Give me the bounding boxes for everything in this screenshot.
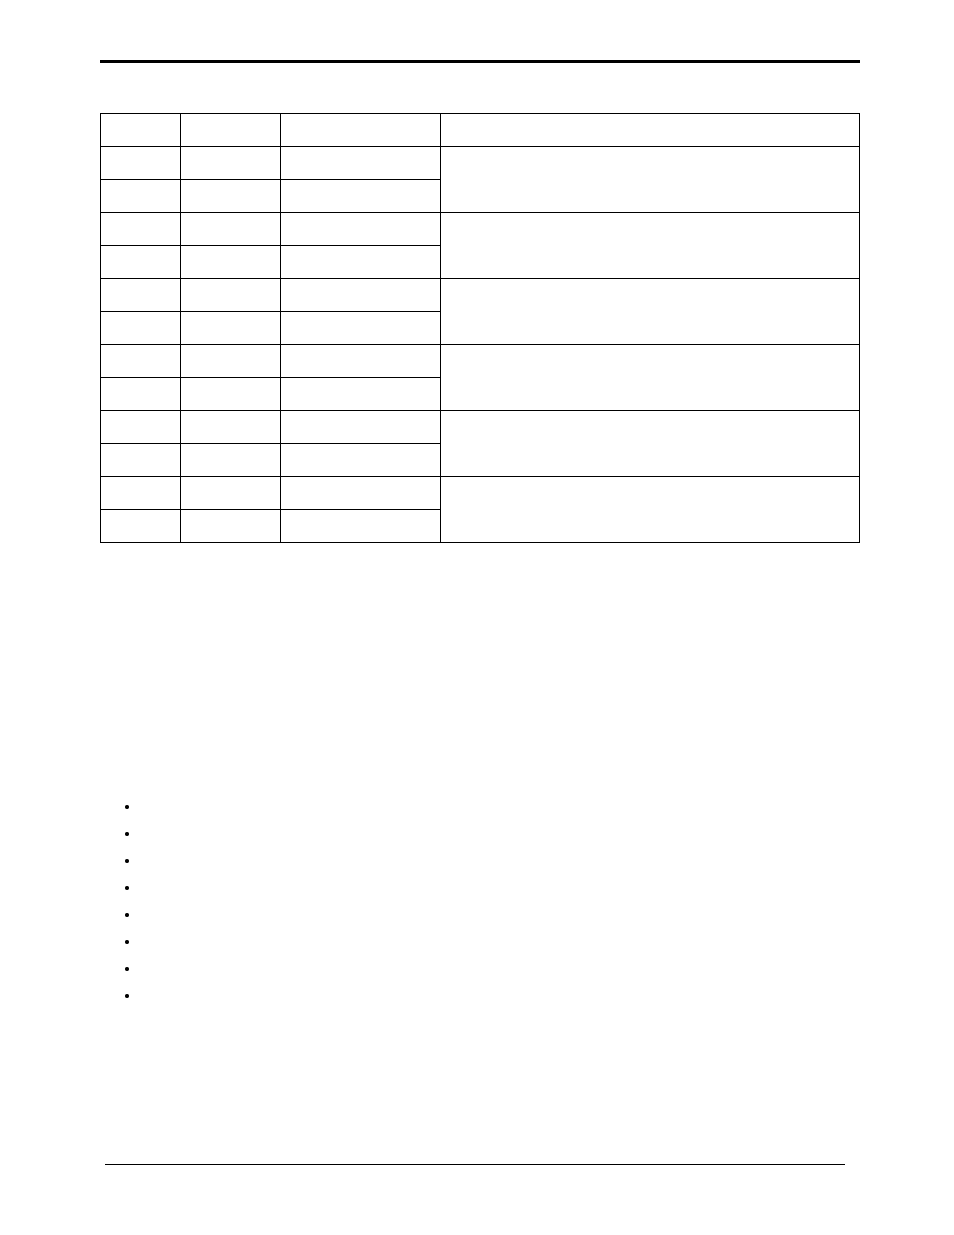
table-cell: [101, 444, 181, 477]
table-cell: [101, 411, 181, 444]
table-cell: [280, 510, 440, 543]
table-cell: [101, 147, 181, 180]
list-item: [140, 933, 860, 960]
table-cell: [180, 213, 280, 246]
table-cell: [101, 345, 181, 378]
list-item: [140, 987, 860, 1014]
bullet-list: [100, 798, 860, 1014]
spacer: [100, 583, 859, 798]
table-cell: [440, 279, 859, 345]
spacer: [100, 1014, 859, 1149]
table-cell: [280, 246, 440, 279]
table-cell: [280, 312, 440, 345]
list-item: [140, 960, 860, 987]
table-row: [101, 147, 860, 180]
table-cell: [101, 312, 181, 345]
table-cell: [280, 147, 440, 180]
table-row: [101, 345, 860, 378]
list-item: [140, 879, 860, 906]
table-row: [101, 477, 860, 510]
table-cell: [440, 213, 859, 279]
table-cell: [180, 477, 280, 510]
table-cell: [101, 510, 181, 543]
table-row: [101, 411, 860, 444]
table-cell: [101, 477, 181, 510]
table-header-cell: [440, 114, 859, 147]
table-header-cell: [180, 114, 280, 147]
bottom-rule: [105, 1164, 845, 1165]
table-cell: [280, 444, 440, 477]
list-item: [140, 906, 860, 933]
table-cell: [440, 147, 859, 213]
table-cell: [101, 378, 181, 411]
table-cell: [280, 279, 440, 312]
table-cell: [180, 279, 280, 312]
list-item: [140, 825, 860, 852]
table-cell: [180, 378, 280, 411]
table-cell: [180, 180, 280, 213]
table-cell: [180, 312, 280, 345]
table-cell: [180, 345, 280, 378]
table-cell: [440, 477, 859, 543]
table-cell: [101, 246, 181, 279]
table-cell: [101, 180, 181, 213]
list-item: [140, 852, 860, 879]
table-row: [101, 279, 860, 312]
table-cell: [180, 411, 280, 444]
table-cell: [280, 345, 440, 378]
table-cell: [180, 444, 280, 477]
table-cell: [440, 411, 859, 477]
table-cell: [101, 279, 181, 312]
table-cell: [101, 213, 181, 246]
table-header-cell: [280, 114, 440, 147]
table-cell: [280, 411, 440, 444]
table-header-row: [101, 114, 860, 147]
table-cell: [180, 510, 280, 543]
table-row: [101, 213, 860, 246]
table-cell: [440, 345, 859, 411]
top-rule: [100, 60, 860, 63]
table-cell: [280, 180, 440, 213]
table-cell: [180, 147, 280, 180]
table-cell: [280, 378, 440, 411]
list-item: [140, 798, 860, 825]
table-cell: [280, 213, 440, 246]
table-cell: [180, 246, 280, 279]
table-header-cell: [101, 114, 181, 147]
table-cell: [280, 477, 440, 510]
data-table: [100, 113, 860, 543]
